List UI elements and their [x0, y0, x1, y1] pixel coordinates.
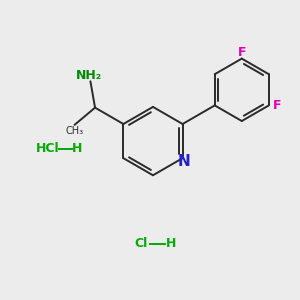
Text: N: N: [177, 154, 190, 169]
Text: F: F: [238, 46, 246, 59]
Text: NH₂: NH₂: [76, 69, 102, 82]
Text: H: H: [72, 142, 83, 155]
Text: CH₃: CH₃: [65, 126, 84, 136]
Text: Cl: Cl: [134, 237, 148, 250]
Text: H: H: [166, 237, 176, 250]
Text: F: F: [273, 99, 281, 112]
Text: HCl: HCl: [36, 142, 59, 155]
